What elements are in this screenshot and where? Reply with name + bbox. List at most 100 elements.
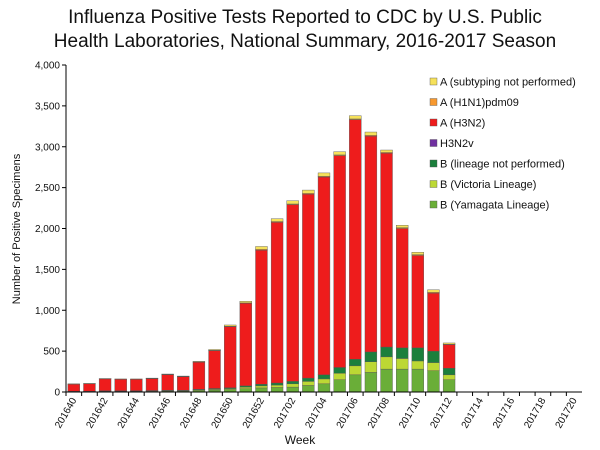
x-tick-label: 201720 [554,396,580,431]
legend-label: A (H1N1)pdm09 [440,97,519,109]
bar-segment [317,378,331,385]
bar-segment [364,372,378,393]
legend-label: B (Yamagata Lineage) [440,200,549,212]
bar-segment [411,255,424,349]
bar-segment [286,383,299,388]
bar-segment [270,387,284,393]
x-tick-label: 201704 [303,396,329,431]
bar-segment [224,324,237,327]
x-tick-label: 201708 [366,396,392,431]
bar-segment [442,379,456,393]
bar-segment [302,189,315,194]
chart-title: Influenza Positive Tests Reported to CDC… [53,7,557,52]
legend-swatch [429,118,438,127]
bar-segment [396,225,409,228]
x-tick-label: 201646 [147,396,173,431]
bar-segment [396,228,409,349]
bar-segment [255,385,268,389]
bar-segment [239,303,252,387]
bar-segment [333,151,346,156]
y-tick-label: 3,000 [35,142,60,153]
x-tick-label: 201718 [522,396,548,431]
y-axis-label: Number of Positive Specimens [11,153,23,304]
bar-segment [427,289,440,293]
bar-segment [286,200,299,205]
x-tick-label: 201702 [272,396,298,431]
bar-segment [255,249,268,385]
x-tick-label: 201644 [116,396,142,431]
bar-segment [442,344,456,369]
x-tick-label: 201710 [397,396,423,431]
legend-swatch [429,139,438,147]
bar-segment [396,368,409,393]
legend-swatch [429,159,438,168]
bar-segment [411,347,424,362]
bar-segment [114,379,127,391]
bar-segment [255,384,268,387]
bar-segment [270,218,284,222]
bar-segment [333,367,346,374]
bar-segment [317,374,331,380]
legend-swatch [429,180,438,188]
y-tick-label: 500 [43,347,60,358]
legend-swatch [429,77,438,86]
bar-segment [333,155,346,368]
x-tick-label: 201642 [84,396,110,431]
bar-segment [83,383,96,392]
bar-segment [349,365,362,376]
bar-segment [161,374,174,391]
legend-label: B (lineage not performed) [440,159,565,171]
bar-segment [255,246,268,250]
bar-segment [411,360,424,370]
bar-segment [239,386,252,389]
bar-segment [427,350,440,363]
bar-segment [380,356,393,370]
bar-segment [380,346,393,358]
bar-segment [317,383,331,393]
bar-segment [177,376,190,391]
bar-segment [349,119,362,360]
bar-segment [364,135,378,353]
y-tick-label: 1,000 [35,306,60,317]
x-tick-label: 201652 [241,396,267,431]
bar-segment [380,149,393,153]
x-axis-label: Week [285,433,316,447]
bar-segment [317,176,331,376]
bar-segment [349,359,362,367]
bar-segment [364,131,378,136]
bar-segment [333,379,346,393]
bar-segment [239,301,252,304]
x-tick-label: 201648 [178,396,204,431]
bar-segment [349,115,362,120]
bar-segment [396,347,409,359]
bar-segment [302,385,315,393]
bar-segment [442,374,456,380]
x-tick-label: 201714 [460,396,486,431]
bar-segment [130,379,143,391]
bar-segment [317,172,331,177]
bar-segment [192,362,206,390]
bar-segment [364,351,378,362]
bar-segment [270,382,284,386]
bar-segment [411,368,424,393]
bar-segment [67,384,80,392]
bar-segment [396,358,409,370]
bar-segment [442,342,456,345]
bar-segment [302,381,315,386]
bar-segment [192,361,206,363]
bar-segment [302,377,315,382]
legend-label: H3N2v [440,138,474,150]
bar-segment [208,350,221,389]
legend-label: B (Victoria Lineage) [440,179,536,191]
bar-segment [380,368,393,393]
bar-segment [427,292,440,352]
y-tick-label: 1,500 [35,265,60,276]
y-tick-label: 2,000 [35,224,60,235]
bar-segment [208,349,221,351]
bar-segment [145,378,159,391]
bar-segment [349,374,362,393]
bar-segment [270,222,284,384]
y-tick-label: 3,500 [35,101,60,112]
bar-segment [286,381,299,385]
